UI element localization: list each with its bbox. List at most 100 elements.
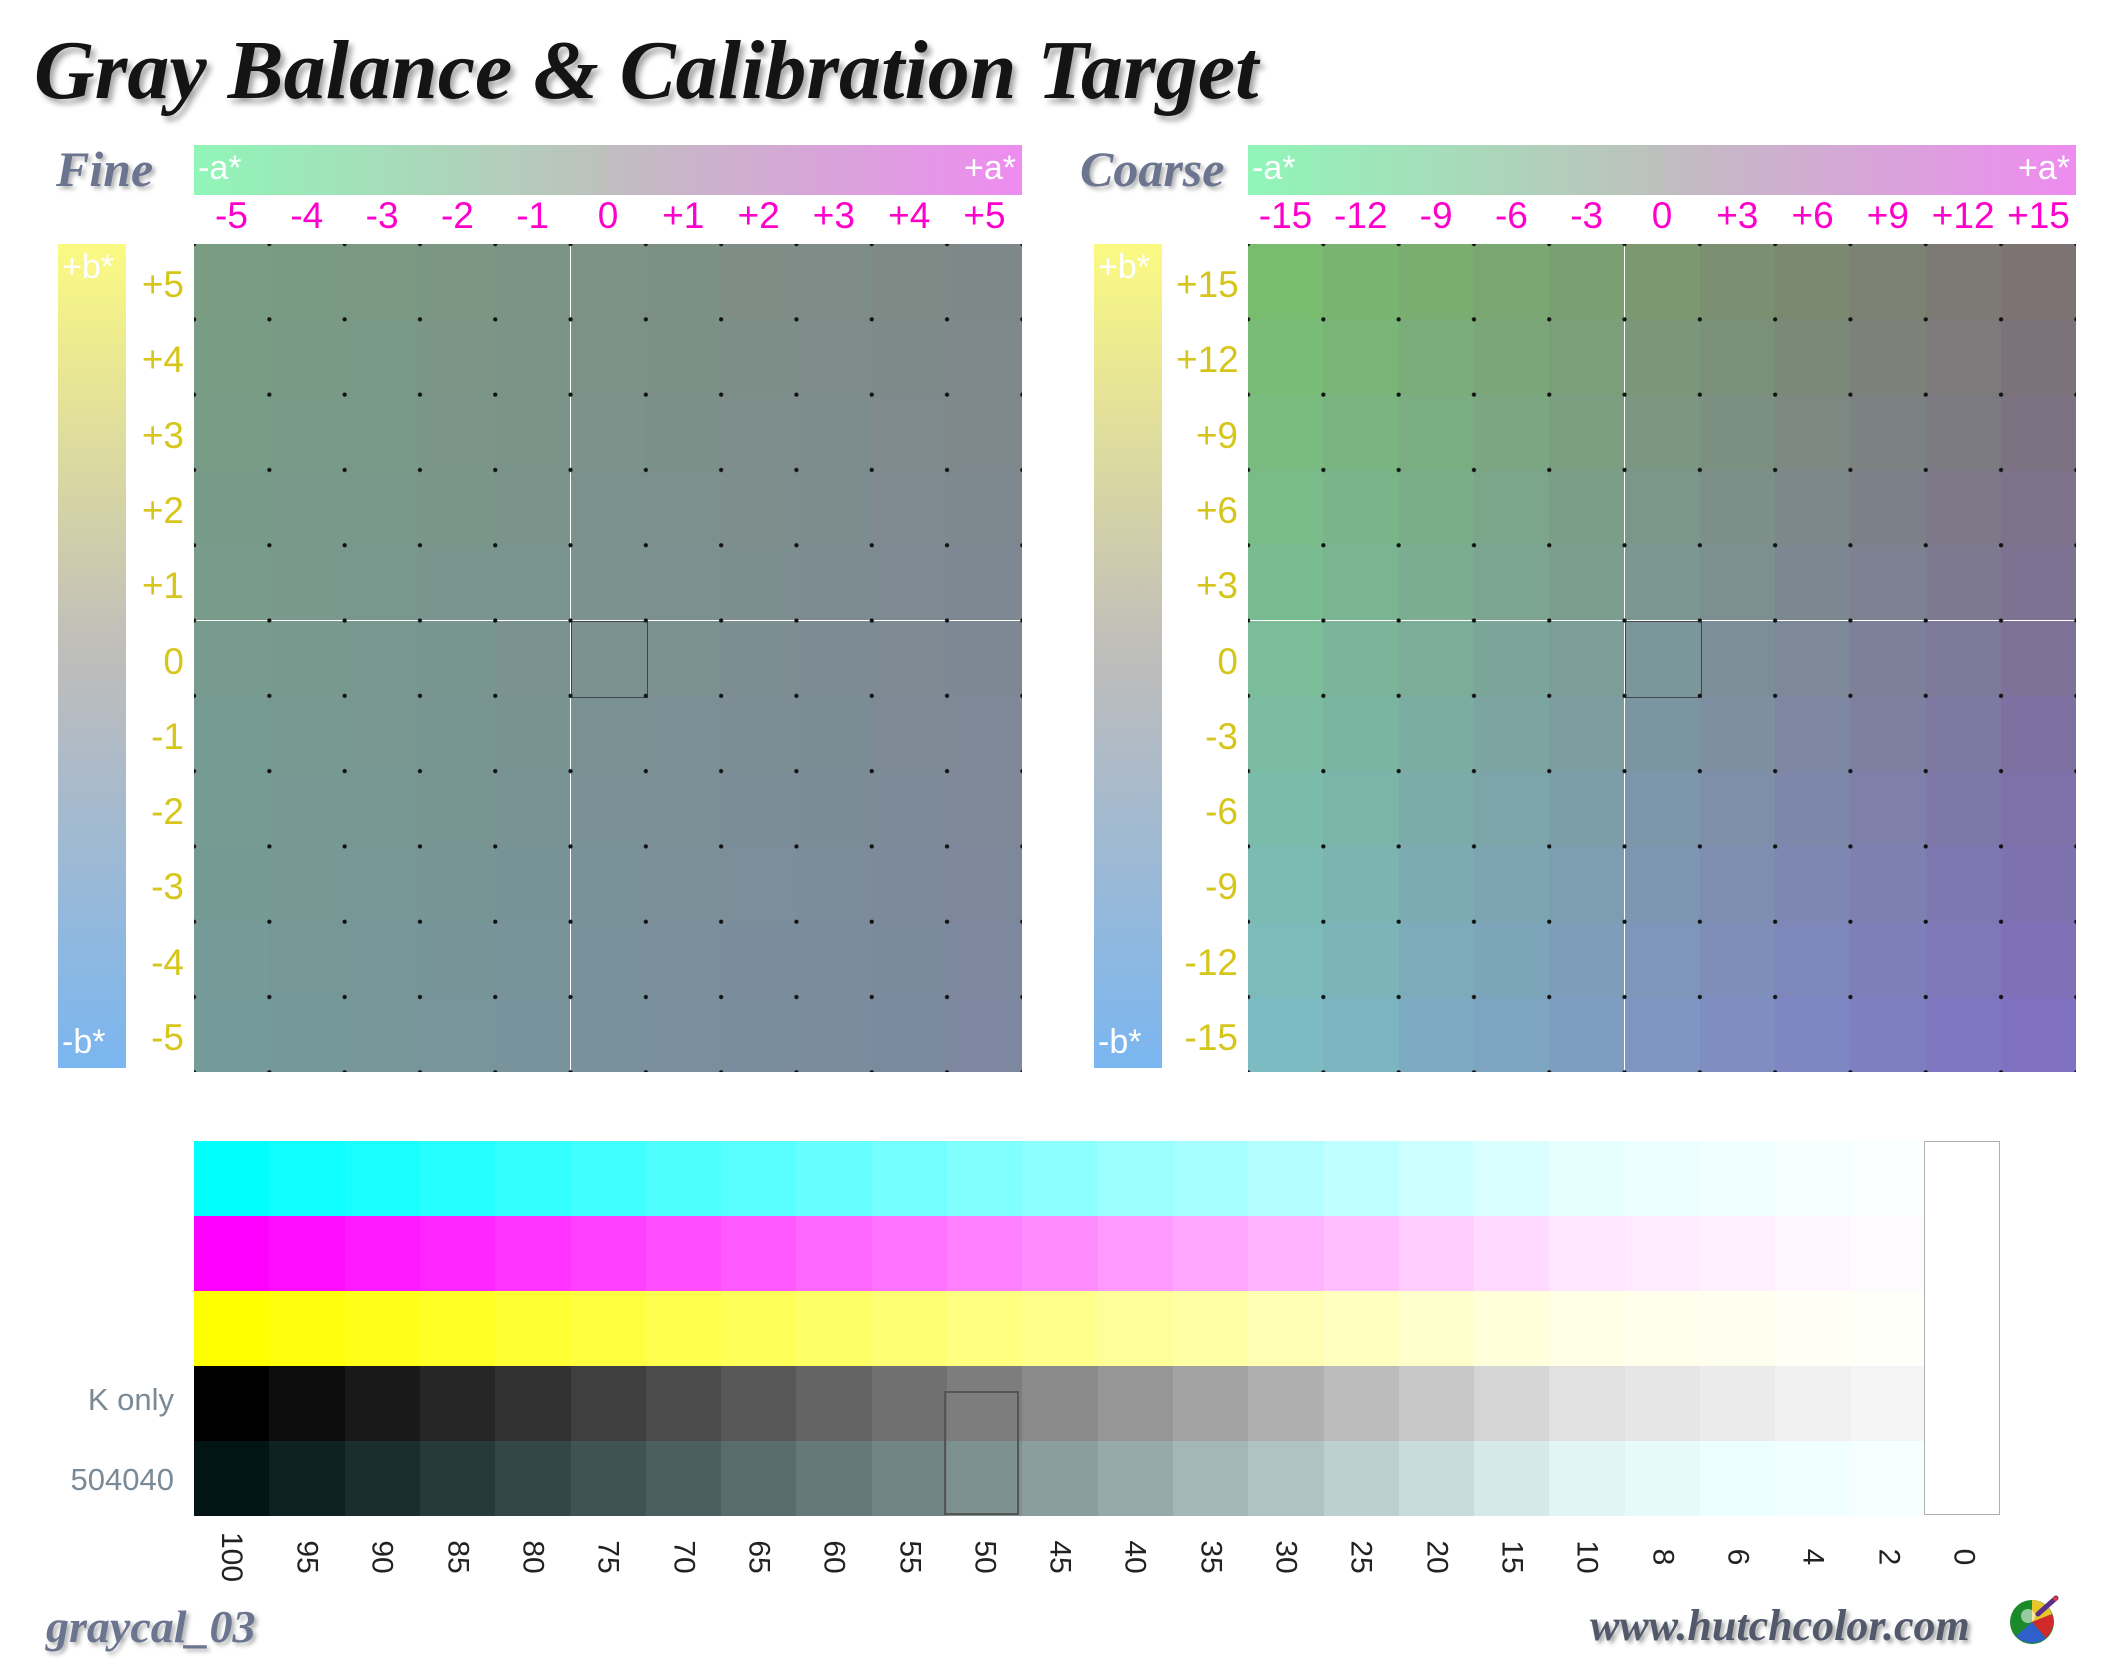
yellow-ramp-patch xyxy=(194,1291,270,1366)
magenta-ramp-patch xyxy=(645,1216,722,1291)
cyan-ramp-patch xyxy=(721,1141,797,1216)
magenta-ramp-patch xyxy=(796,1216,873,1291)
fine-a-tick-label: -1 xyxy=(516,195,550,236)
cyan-ramp-patch xyxy=(1398,1141,1475,1216)
yellow-ramp-patch xyxy=(419,1291,496,1366)
coarse-color-grid xyxy=(1248,244,2077,1073)
magenta-ramp-patch xyxy=(1850,1216,1927,1291)
yellow-ramp-patch xyxy=(1474,1291,1550,1366)
fine-label: Fine xyxy=(56,141,154,197)
yellow-ramp-patch xyxy=(495,1291,572,1366)
fine-a-tick-label: -2 xyxy=(440,195,474,236)
k-only-ramp-patch xyxy=(1700,1366,1776,1441)
cmy-504040-ramp-patch xyxy=(1022,1441,1099,1516)
ramp-percent-label: 65 xyxy=(742,1540,776,1574)
fine-b-tick-label: -1 xyxy=(151,715,184,757)
magenta-ramp-patch xyxy=(1248,1216,1325,1291)
coarse-a-axis-bar: -a* +a* xyxy=(1248,145,2076,195)
ramp-percent-label: 4 xyxy=(1796,1548,1830,1566)
magenta-ramp-patch xyxy=(1474,1216,1550,1291)
ramp-percent-label: 70 xyxy=(667,1540,701,1574)
cmy-504040-ramp-patch xyxy=(344,1441,421,1516)
fine-b-tick-label: +2 xyxy=(141,489,184,531)
k-only-ramp-patch xyxy=(871,1366,948,1441)
coarse-b-tick-label: -6 xyxy=(1205,791,1238,833)
ramp-percent-label: 25 xyxy=(1345,1540,1378,1574)
fine-a-tick-label: -3 xyxy=(365,195,399,236)
yellow-ramp-patch xyxy=(1172,1291,1249,1366)
fine-color-grid xyxy=(194,244,1023,1073)
cmy-504040-row-label: 504040 xyxy=(70,1462,174,1497)
cyan-ramp-patch xyxy=(871,1141,948,1216)
magenta-ramp-patch xyxy=(495,1216,572,1291)
cmy-504040-ramp-patch xyxy=(947,1441,1023,1516)
ramp-percent-label: 85 xyxy=(441,1540,475,1574)
cmy-504040-ramp-patch xyxy=(1474,1441,1550,1516)
cyan-ramp-patch xyxy=(1323,1141,1400,1216)
fine-b-tick-label: +1 xyxy=(141,565,184,607)
coarse-b-minus-label: -b* xyxy=(1098,1023,1142,1061)
fine-b-tick-label: -3 xyxy=(151,866,184,908)
coarse-b-tick-label: +6 xyxy=(1195,489,1238,531)
yellow-ramp-patch xyxy=(1549,1291,1626,1366)
k-only-ramp-patch xyxy=(796,1366,873,1441)
magenta-ramp-patch xyxy=(1097,1216,1174,1291)
yellow-ramp-patch xyxy=(1248,1291,1325,1366)
cyan-ramp-patch xyxy=(1022,1141,1099,1216)
cmy-504040-ramp-patch xyxy=(1172,1441,1249,1516)
fine-a-plus-label: +a* xyxy=(964,149,1016,187)
coarse-b-tick-label: +3 xyxy=(1195,565,1238,607)
ramp-percent-label: 40 xyxy=(1119,1540,1153,1574)
coarse-a-plus-label: +a* xyxy=(2018,149,2070,187)
k-only-ramp-patch xyxy=(344,1366,421,1441)
coarse-a-minus-label: -a* xyxy=(1252,149,1296,187)
coarse-a-tick-label: +15 xyxy=(2007,195,2070,236)
ramp-percent-label: 60 xyxy=(817,1540,851,1574)
fine-a-tick-label: -4 xyxy=(290,195,324,236)
coarse-a-tick-label: -3 xyxy=(1570,195,1604,236)
ramp-percent-label: 90 xyxy=(366,1540,400,1574)
page-title: Gray Balance & Calibration Target xyxy=(34,24,1259,117)
magenta-ramp-patch xyxy=(721,1216,797,1291)
ramp-percent-label: 95 xyxy=(290,1540,324,1574)
fine-b-tick-label: -5 xyxy=(151,1017,184,1058)
coarse-b-plus-label: +b* xyxy=(1098,248,1150,286)
magenta-ramp-patch xyxy=(419,1216,496,1291)
cyan-ramp-patch xyxy=(1172,1141,1249,1216)
cyan-ramp-patch xyxy=(1624,1141,1701,1216)
ramp-percent-label: 0 xyxy=(1947,1548,1981,1566)
ramp-percent-label: 15 xyxy=(1495,1540,1529,1574)
yellow-ramp-patch xyxy=(645,1291,722,1366)
yellow-ramp-patch xyxy=(871,1291,948,1366)
magenta-ramp-patch xyxy=(1172,1216,1249,1291)
fine-a-tick-label: -5 xyxy=(215,195,248,236)
website-link[interactable]: www.hutchcolor.com xyxy=(1590,1601,1970,1650)
k-only-ramp-patch xyxy=(1398,1366,1475,1441)
fine-a-tick-label: +2 xyxy=(737,195,780,236)
fine-b-tick-label: +4 xyxy=(141,339,184,381)
cmy-504040-ramp-patch xyxy=(1549,1441,1626,1516)
coarse-b-tick-label: +9 xyxy=(1195,414,1238,456)
yellow-ramp-patch xyxy=(1398,1291,1475,1366)
ramp-percent-label: 30 xyxy=(1269,1540,1303,1574)
yellow-ramp-patch xyxy=(269,1291,346,1366)
magenta-ramp-patch xyxy=(947,1216,1023,1291)
yellow-ramp-patch xyxy=(721,1291,797,1366)
ramp-percent-label: 75 xyxy=(592,1540,625,1574)
cyan-ramp-patch xyxy=(1850,1141,1927,1216)
yellow-ramp-patch xyxy=(1850,1291,1927,1366)
fine-neutral-center-box xyxy=(570,620,648,698)
fine-a-axis-bar: -a* +a* xyxy=(194,145,1022,195)
fine-a-tick-label: +3 xyxy=(812,195,855,236)
k-only-ramp-patch xyxy=(495,1366,572,1441)
magenta-ramp-patch xyxy=(1549,1216,1626,1291)
yellow-ramp-patch xyxy=(1624,1291,1701,1366)
magenta-ramp-patch xyxy=(871,1216,948,1291)
ramp-percent-label: 10 xyxy=(1570,1540,1604,1574)
k-only-row-label: K only xyxy=(87,1382,174,1417)
yellow-ramp-patch xyxy=(570,1291,647,1366)
magenta-ramp-patch xyxy=(269,1216,346,1291)
fine-b-tick-label: +3 xyxy=(141,414,184,456)
cyan-ramp-patch xyxy=(570,1141,647,1216)
ramp-percent-label: 35 xyxy=(1194,1540,1228,1574)
